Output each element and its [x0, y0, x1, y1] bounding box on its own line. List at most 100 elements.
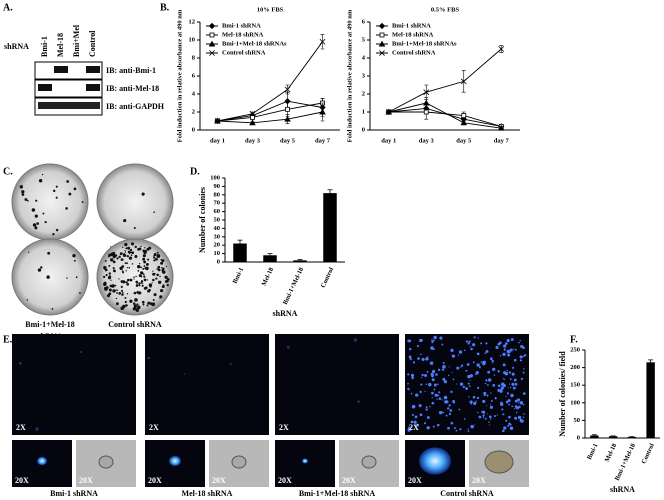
cell-dot — [433, 388, 436, 391]
cell-dot — [425, 357, 429, 361]
cell-dot — [467, 342, 470, 345]
marker — [422, 99, 430, 106]
cell-dot — [413, 420, 417, 424]
colony — [116, 257, 119, 260]
colony — [160, 258, 163, 261]
cell-dot — [466, 363, 470, 366]
x-tick-label: Control — [320, 266, 336, 289]
legend-marker — [379, 50, 385, 56]
cell-dot — [441, 368, 445, 371]
cell-dot — [461, 364, 464, 367]
colony — [148, 246, 152, 250]
colony — [125, 270, 127, 272]
marker — [285, 106, 290, 112]
colony — [55, 185, 58, 188]
cell-dot — [473, 401, 477, 406]
cell-dot — [512, 405, 514, 407]
cell-dot — [416, 423, 420, 427]
colony — [132, 307, 136, 311]
colony — [120, 258, 124, 261]
colony — [133, 304, 137, 308]
cell-dot — [482, 416, 485, 418]
cell-dot — [492, 362, 494, 364]
x-tick-label: day 5 — [280, 137, 296, 144]
cell-dot — [510, 393, 514, 398]
colony — [129, 278, 133, 282]
colony — [155, 277, 158, 280]
colony — [118, 278, 120, 280]
cell-dot — [523, 413, 525, 415]
colony — [135, 280, 139, 284]
colony — [143, 275, 146, 278]
bar — [590, 435, 599, 438]
cell-dot — [483, 394, 486, 397]
cell-dot — [436, 398, 438, 400]
cell-dot — [424, 390, 426, 392]
y-tick-label: 40 — [214, 225, 221, 232]
colony — [118, 255, 121, 258]
colony — [155, 257, 158, 261]
series-line — [217, 41, 323, 122]
colony — [127, 250, 131, 254]
legend-marker — [209, 50, 215, 56]
cell-dot — [229, 362, 232, 366]
x-tick-label: Bmi-1 — [586, 443, 600, 461]
marker — [498, 46, 505, 52]
colony — [136, 303, 139, 306]
colony — [135, 275, 137, 278]
cell-dot — [410, 420, 414, 424]
colony — [124, 300, 127, 304]
colony — [122, 280, 126, 284]
cell-dot — [420, 353, 422, 356]
cell-dot — [410, 392, 413, 395]
cell-dot — [511, 382, 515, 386]
y-tick-label: 50 — [214, 216, 221, 223]
colony — [138, 282, 141, 285]
fluorescence-panel — [275, 334, 399, 435]
y-tick-label: 20 — [214, 242, 221, 249]
cell-dot — [501, 409, 503, 411]
y-tick-label: 0 — [192, 126, 195, 133]
colony — [134, 245, 137, 249]
colony — [52, 233, 55, 236]
colony — [140, 276, 143, 278]
colony — [31, 208, 36, 212]
cell-dot — [463, 418, 466, 420]
bar — [646, 362, 655, 438]
bar — [293, 260, 307, 262]
x-tick-label: day 7 — [315, 137, 331, 144]
cell-dot — [468, 396, 470, 398]
cell-dot — [506, 369, 508, 372]
cell-dot — [407, 373, 410, 376]
cell-dot — [522, 392, 526, 395]
cell-dot — [506, 349, 511, 354]
cell-dot — [502, 378, 504, 380]
cell-dot — [411, 376, 414, 380]
marker — [423, 89, 430, 96]
colony — [21, 193, 25, 196]
colony — [141, 192, 145, 196]
cell-dot — [499, 389, 503, 393]
magnification: 2X — [149, 423, 159, 432]
cell-dot — [499, 402, 504, 406]
colony — [34, 226, 38, 230]
colony — [114, 284, 117, 287]
cell-dot — [410, 373, 415, 377]
magnification: 20X — [408, 476, 422, 485]
cell-dot — [419, 338, 423, 343]
cell-dot — [419, 413, 423, 417]
cell-dot — [475, 371, 479, 375]
panel-label: C. — [3, 166, 13, 177]
colony — [55, 196, 58, 199]
colony — [138, 284, 141, 287]
cell-dot — [447, 374, 450, 377]
colony — [51, 307, 54, 310]
colony — [130, 242, 135, 246]
y-tick-label: 100 — [570, 399, 580, 406]
colony — [142, 254, 146, 258]
cell-dot — [512, 348, 514, 350]
colony — [109, 284, 113, 288]
cell-dot — [508, 422, 511, 426]
cell-dot — [485, 379, 488, 382]
cell-dot — [490, 418, 492, 420]
